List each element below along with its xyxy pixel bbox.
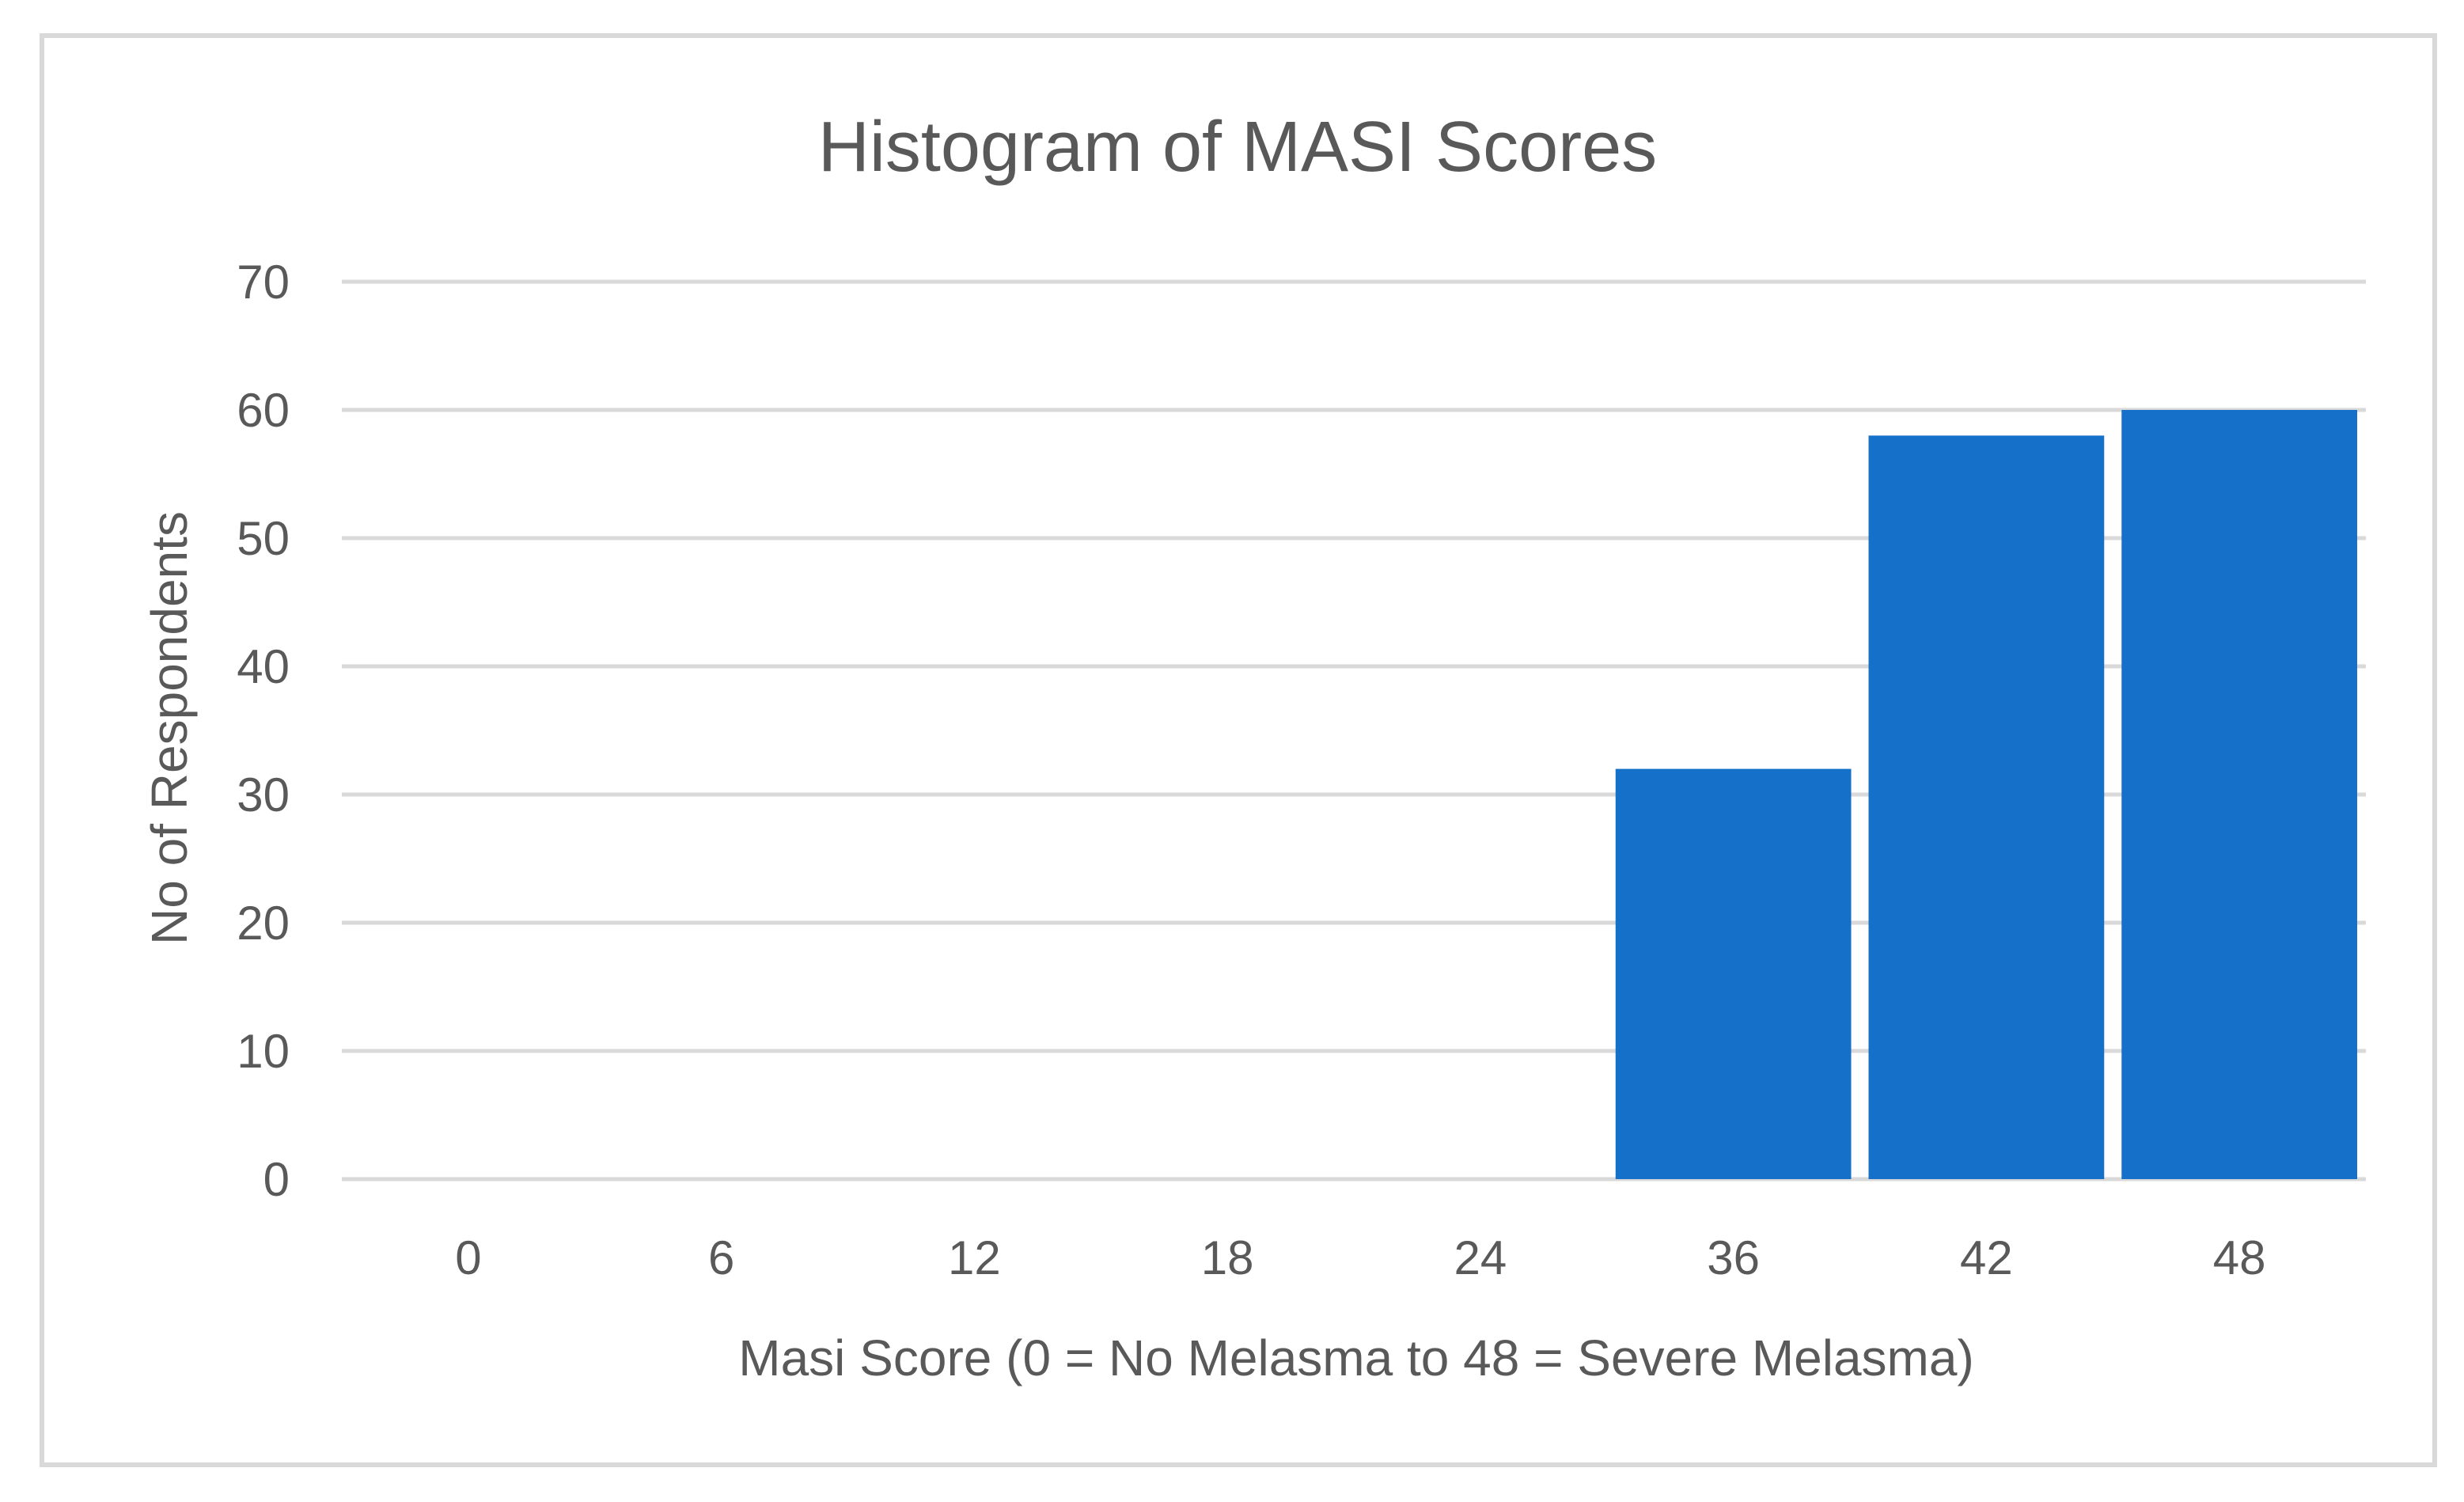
y-axis-title: No of Respondents bbox=[141, 511, 198, 945]
x-tick-label-24: 24 bbox=[1454, 1231, 1507, 1284]
x-tick-label-6: 6 bbox=[708, 1231, 734, 1284]
x-tick-label-0: 0 bbox=[455, 1231, 481, 1284]
y-tick-label-0: 0 bbox=[263, 1153, 290, 1206]
y-tick-label-70: 70 bbox=[237, 256, 290, 309]
bar-42 bbox=[1868, 435, 2105, 1179]
y-tick-label-40: 40 bbox=[237, 640, 290, 693]
chart-title: Histogram of MASI Scores bbox=[818, 108, 1657, 187]
bars bbox=[1615, 410, 2357, 1179]
x-tick-label-48: 48 bbox=[2213, 1231, 2266, 1284]
y-tick-label-20: 20 bbox=[237, 897, 290, 950]
y-tick-label-10: 10 bbox=[237, 1025, 290, 1078]
y-tick-label-30: 30 bbox=[237, 768, 290, 821]
y-tick-labels: 0 10 20 30 40 50 60 70 bbox=[237, 256, 290, 1206]
x-tick-label-42: 42 bbox=[1960, 1231, 2013, 1284]
y-tick-label-50: 50 bbox=[237, 512, 290, 565]
bar-48 bbox=[2121, 410, 2357, 1179]
x-tick-labels: 0 6 12 18 24 36 42 48 bbox=[455, 1231, 2265, 1284]
x-tick-label-36: 36 bbox=[1707, 1231, 1760, 1284]
bar-36 bbox=[1615, 768, 1852, 1179]
y-tick-label-60: 60 bbox=[237, 384, 290, 437]
x-axis-title: Masi Score (0 = No Melasma to 48 = Sever… bbox=[738, 1329, 1974, 1386]
x-tick-label-12: 12 bbox=[948, 1231, 1001, 1284]
x-tick-label-18: 18 bbox=[1201, 1231, 1254, 1284]
